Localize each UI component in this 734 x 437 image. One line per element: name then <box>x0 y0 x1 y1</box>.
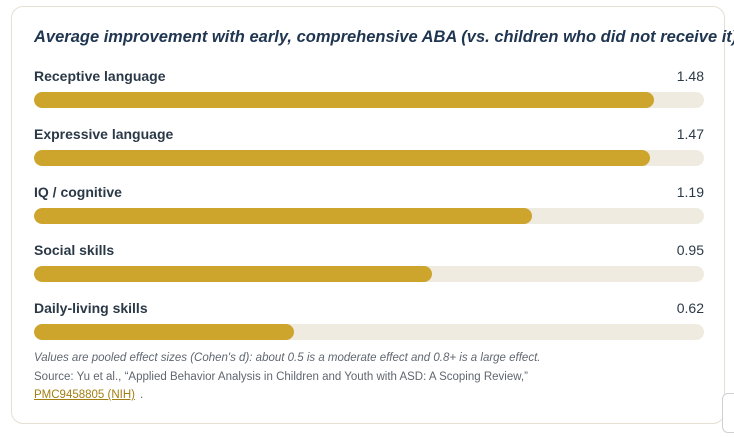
bar-row: IQ / cognitive 1.19 <box>34 184 704 226</box>
side-panel-handle[interactable] <box>722 393 734 433</box>
value-label: 1.48 <box>676 68 704 84</box>
category-label: Social skills <box>34 242 115 258</box>
bar-track <box>34 92 704 108</box>
value-label: 0.62 <box>676 300 704 316</box>
category-label: IQ / cognitive <box>34 184 122 200</box>
bar-row: Expressive language 1.47 <box>34 126 704 168</box>
bar-track <box>34 266 704 282</box>
bar-track <box>34 324 704 340</box>
chart-card: Average improvement with early, comprehe… <box>11 6 734 424</box>
value-label: 0.95 <box>676 242 704 258</box>
bar-row: Receptive language 1.48 <box>34 68 704 110</box>
bar-row: Social skills 0.95 <box>34 242 704 284</box>
category-label: Daily-living skills <box>34 300 148 316</box>
bar-fill <box>34 324 294 340</box>
bar-track <box>34 150 704 166</box>
bar-fill <box>34 150 650 166</box>
value-label: 1.47 <box>676 126 704 142</box>
category-label: Receptive language <box>34 68 166 84</box>
bar-fill <box>34 266 432 282</box>
bar-fill <box>34 92 654 108</box>
source-period: . <box>140 389 144 401</box>
bar-row: Daily-living skills 0.62 <box>34 300 704 342</box>
pmc-source-link[interactable]: PMC9458805 (NIH) <box>34 389 135 401</box>
category-label: Expressive language <box>34 126 174 142</box>
chart-title: Average improvement with early, comprehe… <box>34 28 734 46</box>
source-citation: Source: Yu et al., “Applied Behavior Ana… <box>34 371 528 383</box>
bar-track <box>34 208 704 224</box>
effect-size-note: Values are pooled effect sizes (Cohen's … <box>34 352 541 364</box>
bar-fill <box>34 208 532 224</box>
value-label: 1.19 <box>676 184 704 200</box>
